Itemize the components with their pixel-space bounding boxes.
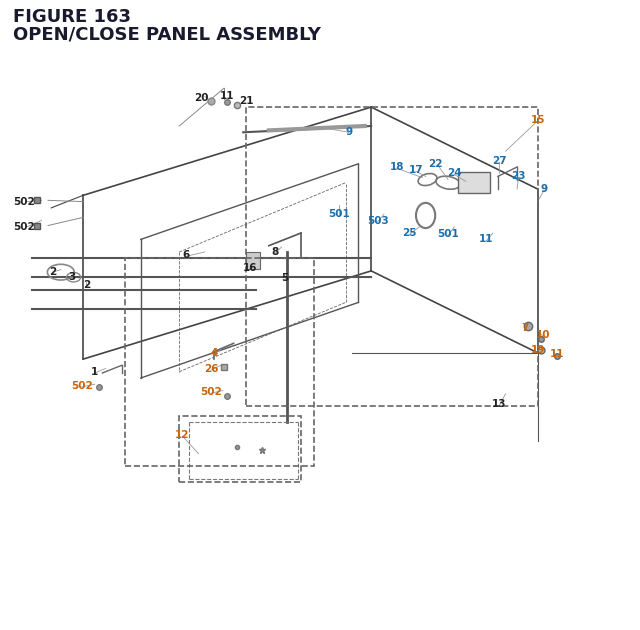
Text: 501: 501 — [437, 229, 459, 239]
Text: 8: 8 — [271, 247, 279, 257]
Text: 501: 501 — [328, 209, 350, 219]
Text: 9: 9 — [540, 184, 548, 194]
Text: 27: 27 — [492, 156, 506, 166]
Text: 17: 17 — [409, 165, 423, 175]
Text: 502: 502 — [13, 222, 35, 232]
Text: OPEN/CLOSE PANEL ASSEMBLY: OPEN/CLOSE PANEL ASSEMBLY — [13, 25, 321, 43]
Text: 22: 22 — [428, 159, 442, 169]
Text: 502: 502 — [13, 197, 35, 207]
Text: 11: 11 — [220, 91, 234, 101]
Text: 13: 13 — [492, 399, 506, 410]
Text: 10: 10 — [536, 330, 550, 340]
Text: 3: 3 — [68, 272, 76, 282]
Text: 23: 23 — [511, 171, 525, 181]
Text: 7: 7 — [521, 323, 529, 333]
Text: 15: 15 — [531, 115, 545, 125]
Text: 26: 26 — [204, 364, 218, 374]
Text: 19: 19 — [531, 345, 545, 355]
Text: 2: 2 — [49, 267, 56, 277]
Text: 21: 21 — [239, 96, 253, 106]
Text: 18: 18 — [390, 162, 404, 172]
Text: 25: 25 — [403, 228, 417, 238]
Text: 2: 2 — [83, 280, 90, 290]
FancyBboxPatch shape — [458, 172, 490, 193]
FancyBboxPatch shape — [246, 252, 260, 269]
Text: 6: 6 — [182, 250, 189, 260]
Text: 503: 503 — [367, 215, 388, 226]
Text: 11: 11 — [550, 349, 564, 359]
Text: 502: 502 — [71, 381, 93, 391]
Text: 1: 1 — [91, 367, 99, 377]
Text: 502: 502 — [200, 387, 222, 397]
Text: 11: 11 — [479, 234, 493, 244]
Text: 16: 16 — [243, 263, 257, 273]
Text: 4: 4 — [211, 348, 218, 358]
Text: FIGURE 163: FIGURE 163 — [13, 8, 131, 26]
Text: 24: 24 — [447, 168, 461, 178]
Text: 12: 12 — [175, 430, 189, 440]
Text: 20: 20 — [195, 93, 209, 103]
Text: 9: 9 — [345, 127, 353, 137]
Text: 5: 5 — [281, 273, 289, 284]
